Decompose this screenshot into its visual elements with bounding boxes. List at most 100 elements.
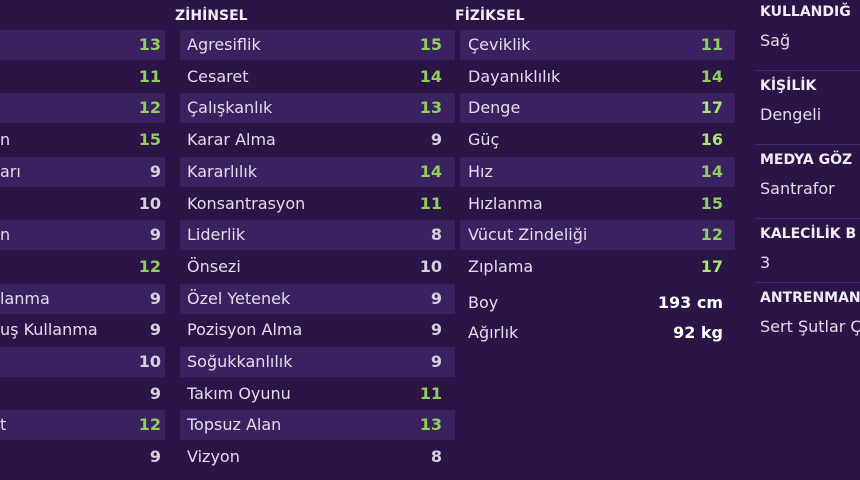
- attribute-name: Denge: [468, 98, 521, 118]
- attribute-row: [180, 347, 455, 377]
- attribute-value: 14: [419, 161, 442, 181]
- attribute-name: Güç: [468, 130, 500, 150]
- attribute-value: 9: [430, 130, 442, 150]
- section-header: FİZİKSEL: [455, 8, 525, 24]
- attribute-row: [180, 30, 455, 60]
- attribute-row: [180, 410, 455, 441]
- attribute-name: Karar Alma: [187, 130, 276, 150]
- info-value: Sağ: [760, 31, 791, 50]
- detail-value: 92 kg: [673, 323, 723, 343]
- attribute-name: Kararlılık: [187, 161, 258, 181]
- attribute-name: n: [0, 225, 11, 245]
- info-label: MEDYA GÖZ: [760, 152, 853, 168]
- attribute-name: Vizyon: [187, 447, 240, 467]
- attribute-value: 8: [430, 225, 442, 245]
- attribute-value: 11: [138, 66, 161, 86]
- attribute-row: [0, 93, 165, 124]
- attribute-value: 17: [700, 256, 723, 276]
- attribute-name: Pozisyon Alma: [187, 320, 303, 340]
- attribute-value: 11: [700, 35, 723, 54]
- attribute-row: [0, 347, 165, 377]
- section-header: ZİHİNSEL: [175, 8, 248, 24]
- attribute-name: Hızlanma: [468, 193, 543, 213]
- attribute-value: 9: [149, 288, 161, 308]
- attribute-value: 9: [149, 225, 161, 245]
- attribute-name: Vücut Zindeliği: [468, 225, 588, 245]
- attribute-value: 13: [419, 415, 442, 435]
- attribute-name: Çalışkanlık: [187, 98, 273, 118]
- detail-value: 193 cm: [657, 292, 723, 312]
- attribute-value: 9: [149, 161, 161, 181]
- attribute-value: 12: [138, 256, 161, 276]
- attribute-name: Çeviklik: [468, 35, 531, 54]
- attribute-name: uş Kullanma: [0, 320, 98, 340]
- attribute-row: [460, 93, 735, 124]
- attribute-row: [0, 220, 165, 251]
- attribute-row: [180, 156, 455, 187]
- attribute-name: Agresiflik: [187, 35, 261, 54]
- info-value: Sert Şutlar Ç: [760, 317, 860, 336]
- attribute-value: 10: [138, 193, 161, 213]
- attribute-value: 11: [419, 383, 442, 403]
- attribute-value: 17: [700, 98, 723, 118]
- info-label: ANTRENMAN: [760, 290, 860, 306]
- attribute-value: 15: [419, 35, 442, 54]
- attribute-name: Cesaret: [187, 66, 249, 86]
- attribute-row: [0, 156, 165, 187]
- attribute-row: [0, 283, 165, 314]
- attribute-value: 14: [700, 161, 723, 181]
- attribute-value: 14: [700, 66, 723, 86]
- attribute-row: [180, 283, 455, 314]
- detail-name: Ağırlık: [468, 323, 519, 343]
- attribute-row: [460, 220, 735, 251]
- attribute-value: 15: [700, 193, 723, 213]
- info-value: Santrafor: [760, 179, 835, 198]
- info-label: KİŞİLİK: [760, 78, 817, 94]
- attribute-value: 12: [700, 225, 723, 245]
- attribute-value: 9: [149, 447, 161, 467]
- attribute-value: 10: [419, 256, 442, 276]
- attribute-name: Önsezi: [187, 256, 241, 276]
- info-label: KALECİLİK B: [760, 226, 857, 242]
- attribute-name: Dayanıklılık: [468, 66, 561, 86]
- attribute-row: [0, 410, 165, 441]
- info-label: KULLANDIĞ: [760, 4, 851, 20]
- attribute-name: Topsuz Alan: [187, 415, 282, 435]
- attribute-name: lanma: [0, 288, 50, 308]
- attribute-value: 9: [149, 383, 161, 403]
- attribute-value: 15: [138, 130, 161, 150]
- attribute-value: 12: [138, 98, 161, 118]
- info-separator: [755, 282, 860, 283]
- attribute-name: Liderlik: [187, 225, 246, 245]
- attribute-name: Zıplama: [468, 256, 534, 276]
- attribute-name: Özel Yetenek: [187, 288, 291, 308]
- attribute-name: Takım Oyunu: [187, 383, 291, 403]
- attribute-value: 9: [430, 352, 442, 371]
- attribute-value: 9: [149, 320, 161, 340]
- info-value: 3: [760, 253, 771, 272]
- attribute-row: [180, 220, 455, 251]
- attribute-value: 9: [430, 288, 442, 308]
- attribute-value: 16: [700, 130, 723, 150]
- attribute-row: [0, 30, 165, 60]
- attribute-value: 13: [419, 98, 442, 118]
- info-separator: [755, 218, 860, 219]
- attribute-name: Hız: [468, 161, 493, 181]
- attribute-value: 14: [419, 66, 442, 86]
- attribute-value: 8: [430, 447, 442, 467]
- info-value: Dengeli: [760, 105, 822, 124]
- attribute-value: 12: [138, 415, 161, 435]
- attribute-row: [460, 30, 735, 60]
- info-separator: [755, 144, 860, 145]
- attribute-value: 9: [430, 320, 442, 340]
- attribute-name: Konsantrasyon: [187, 193, 306, 213]
- attribute-value: 11: [419, 193, 442, 213]
- attribute-name: n: [0, 130, 11, 150]
- attribute-name: arı: [0, 161, 21, 181]
- attribute-value: 10: [138, 352, 161, 371]
- attribute-value: 13: [138, 35, 161, 54]
- attribute-name: Soğukkanlılık: [187, 352, 293, 371]
- detail-name: Boy: [468, 292, 499, 312]
- info-separator: [755, 70, 860, 71]
